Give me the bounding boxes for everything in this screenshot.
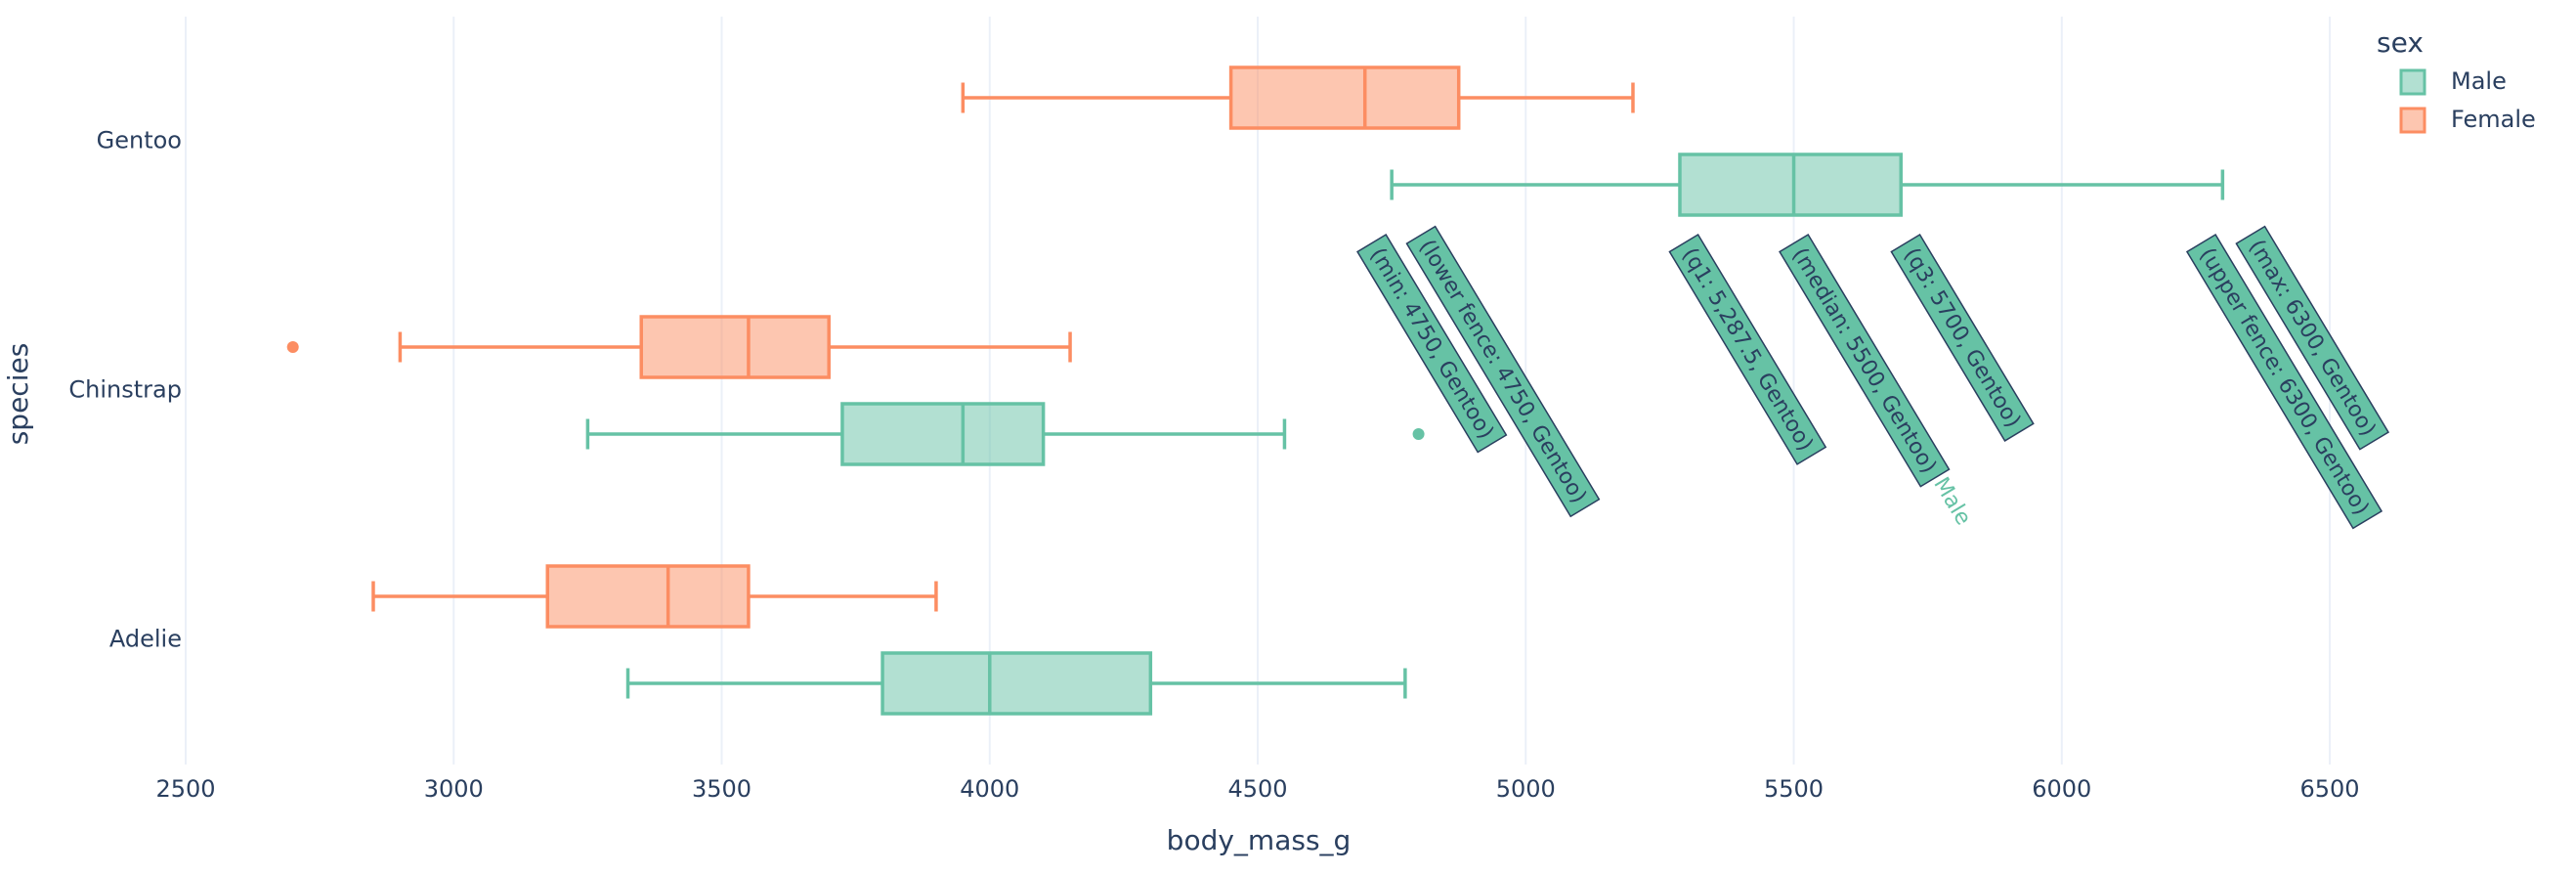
x-tick-label: 6000 [2032,775,2091,803]
x-tick-label: 3500 [692,775,751,803]
legend-swatch [2399,107,2426,134]
y-tick-label: Chinstrap [68,376,182,404]
hover-box [1405,225,1601,518]
hover-box [1668,234,1827,465]
x-tick-label: 3000 [424,775,484,803]
legend-swatch [2399,68,2426,96]
y-tick-label: Gentoo [97,127,182,154]
hover-text: (q3: 5700, Gentoo) [1899,243,2025,432]
box [880,651,1153,716]
hover-box [1356,234,1508,454]
box [1678,153,1903,217]
hover-box [1890,234,2035,442]
x-tick-label: 2500 [155,775,215,803]
outlier [286,341,299,353]
legend-title: sex [2377,26,2424,59]
box [639,315,831,379]
hover-box [1779,234,1951,488]
x-tick-label: 4500 [1227,775,1287,803]
outlier [1412,428,1425,440]
legend-label: Male [2451,67,2507,95]
box [545,564,751,629]
legend-label: Female [2451,106,2536,133]
y-tick-label: Adelie [109,626,182,653]
box [840,402,1046,466]
hover-box [2185,234,2383,530]
x-axis-title: body_mass_g [1167,824,1352,856]
x-tick-label: 4000 [960,775,1019,803]
hover-box [2235,225,2390,451]
x-tick-label: 5000 [1496,775,1556,803]
x-tick-label: 5500 [1764,775,1824,803]
x-tick-label: 6500 [2300,775,2360,803]
hover-series: Male [1928,473,1975,530]
box [1228,66,1461,130]
y-axis-title: species [2,343,34,446]
